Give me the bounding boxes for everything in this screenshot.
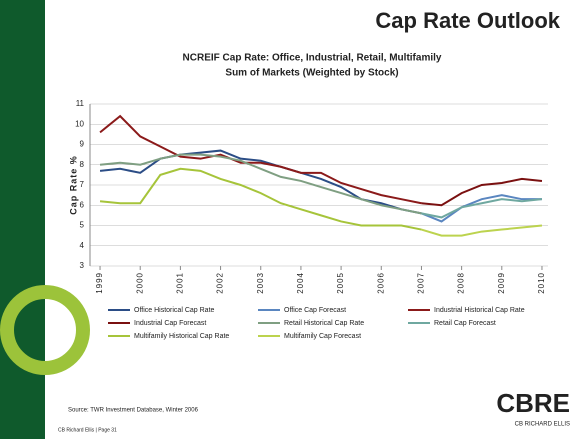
series-line bbox=[421, 194, 542, 223]
legend-label: Multifamily Historical Cap Rate bbox=[134, 333, 229, 340]
y-axis-label: Cap Rate % bbox=[68, 155, 78, 215]
legend-label: Office Cap Forecast bbox=[284, 307, 346, 314]
y-tick-label: 4 bbox=[80, 241, 85, 250]
x-tick-label: 2007 bbox=[417, 272, 426, 294]
logo-sub: CB RICHARD ELLIS bbox=[515, 422, 570, 428]
legend-label: Industrial Cap Forecast bbox=[134, 320, 206, 327]
chart-subtitle: Sum of Markets (Weighted by Stock) bbox=[225, 68, 398, 79]
y-tick-label: 3 bbox=[80, 261, 85, 270]
legend-label: Office Historical Cap Rate bbox=[134, 307, 215, 314]
x-tick-label: 2006 bbox=[376, 272, 385, 294]
y-tick-label: 11 bbox=[76, 99, 85, 108]
series-line bbox=[421, 177, 543, 207]
y-tick-label: 9 bbox=[80, 140, 85, 149]
legend-label: Retail Cap Forecast bbox=[434, 320, 496, 327]
series-line bbox=[421, 224, 543, 237]
x-tick-label: 1999 bbox=[95, 272, 104, 294]
y-tick-label: 8 bbox=[80, 160, 85, 169]
series-line bbox=[99, 149, 422, 215]
x-tick-label: 2010 bbox=[537, 272, 546, 294]
x-tick-label: 2009 bbox=[497, 272, 506, 294]
series-line bbox=[421, 198, 543, 219]
legend-label: Retail Historical Cap Rate bbox=[284, 320, 364, 327]
y-tick-label: 7 bbox=[80, 180, 85, 189]
y-tick-label: 5 bbox=[80, 221, 85, 230]
x-tick-label: 2002 bbox=[216, 272, 225, 294]
legend-label: Industrial Historical Cap Rate bbox=[434, 307, 525, 314]
y-tick-label: 10 bbox=[75, 119, 84, 128]
source: Source: TWR Investment Database, Winter … bbox=[68, 408, 199, 414]
x-tick-label: 2008 bbox=[457, 272, 466, 294]
slide-title: Cap Rate Outlook bbox=[375, 8, 560, 33]
series-line bbox=[99, 153, 422, 215]
x-tick-label: 2003 bbox=[256, 272, 265, 294]
chart-title: NCREIF Cap Rate: Office, Industrial, Ret… bbox=[183, 53, 442, 64]
legend-label: Multifamily Cap Forecast bbox=[284, 333, 361, 340]
logo: CBRE bbox=[496, 388, 570, 418]
x-tick-label: 2001 bbox=[176, 272, 185, 294]
series-line bbox=[99, 167, 422, 231]
series-line bbox=[99, 114, 422, 205]
x-tick-label: 2004 bbox=[296, 272, 305, 294]
x-tick-label: 2005 bbox=[336, 272, 345, 294]
y-tick-label: 6 bbox=[80, 200, 85, 209]
x-tick-label: 2000 bbox=[135, 272, 144, 294]
decor-ring bbox=[0, 285, 90, 375]
footer: CB Richard Ellis | Page 31 bbox=[58, 427, 117, 433]
